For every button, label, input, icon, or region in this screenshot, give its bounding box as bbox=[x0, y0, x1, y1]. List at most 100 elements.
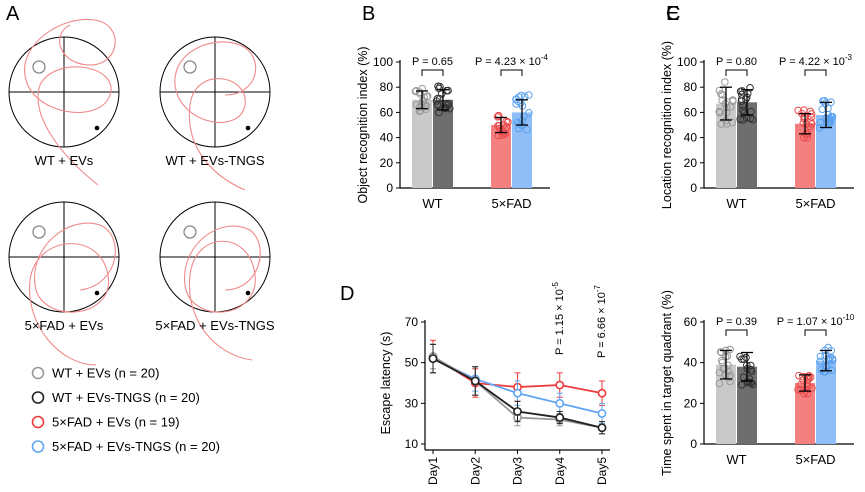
y-tick-label: 100 bbox=[373, 55, 393, 69]
data-point bbox=[517, 91, 526, 100]
y-tick-label: 40 bbox=[380, 131, 394, 145]
data-point bbox=[520, 112, 528, 121]
p-value-text: P = 1.15 × 10 bbox=[554, 289, 566, 355]
panel-e-time-in-quadrant-chart: E 0 20 40 60 Time spent in target quadrant (%… bbox=[660, 3, 855, 476]
p-value-text: P = 4.23 × 10 bbox=[475, 56, 541, 68]
platform-icon bbox=[183, 60, 197, 74]
p-value-exponent: -10 bbox=[843, 313, 855, 322]
y-axis-label: Location recognition index (%) bbox=[660, 41, 674, 209]
series-point bbox=[555, 413, 565, 422]
y-tick-label: 100 bbox=[677, 55, 697, 69]
significance-bracket bbox=[804, 329, 827, 336]
panel-letter: E bbox=[666, 3, 679, 25]
y-tick-label: 30 bbox=[405, 396, 419, 410]
bar bbox=[412, 99, 432, 188]
data-point bbox=[816, 357, 824, 366]
x-tick-label: Day5 bbox=[595, 457, 609, 485]
p-value-label: P = 0.39 bbox=[716, 316, 757, 328]
data-point bbox=[816, 352, 825, 361]
significance-bracket bbox=[421, 69, 444, 76]
data-point bbox=[820, 97, 829, 105]
p-value-label: P = 0.65 bbox=[412, 56, 453, 68]
p-value-text: P = 0.80 bbox=[716, 56, 757, 68]
panel-letter: C bbox=[666, 3, 680, 25]
x-group-label: 5×FAD bbox=[795, 196, 835, 211]
y-tick-label: 20 bbox=[684, 156, 698, 170]
data-point bbox=[524, 91, 533, 99]
x-group-label: 5×FAD bbox=[491, 196, 531, 211]
panel-letter: D bbox=[340, 283, 354, 305]
p-value-text: P = 0.39 bbox=[716, 316, 757, 328]
y-tick-label: 50 bbox=[405, 356, 419, 370]
data-point bbox=[715, 379, 724, 388]
p-value-label: P = 4.23 × 10-4 bbox=[475, 53, 549, 68]
series-point bbox=[555, 398, 565, 408]
data-point bbox=[824, 104, 832, 113]
bar bbox=[737, 102, 757, 188]
data-point bbox=[441, 104, 449, 113]
legend-marker bbox=[31, 415, 45, 429]
data-point bbox=[808, 384, 816, 392]
data-point bbox=[794, 385, 802, 394]
data-point bbox=[742, 353, 750, 362]
y-axis-label: Escape latency (s) bbox=[379, 332, 393, 435]
data-point bbox=[803, 379, 811, 388]
data-point bbox=[736, 115, 744, 124]
data-point bbox=[820, 367, 828, 376]
start-point bbox=[94, 125, 100, 131]
significance-bracket bbox=[725, 69, 748, 76]
legend-label: WT + EVs-TNGS (n = 20) bbox=[52, 390, 200, 405]
maze-label: WT + EVs-TNGS bbox=[165, 153, 264, 168]
maze-3: 5×FAD + EVs bbox=[8, 201, 120, 366]
p-value-label: P = 4.22 × 10-3 bbox=[779, 53, 853, 68]
y-tick-label: 80 bbox=[684, 80, 698, 94]
series-point bbox=[513, 407, 522, 416]
maze-2: WT + EVs-TNGS bbox=[159, 36, 271, 191]
y-tick-label: 80 bbox=[380, 80, 394, 94]
legend: WT + EVs (n = 20) WT + EVs-TNGS (n = 20) 5… bbox=[31, 366, 220, 454]
data-point bbox=[504, 118, 512, 126]
data-point bbox=[800, 389, 808, 398]
x-tick-label: Day1 bbox=[426, 457, 440, 485]
data-point bbox=[444, 99, 453, 108]
data-point bbox=[512, 100, 520, 108]
x-group-label: WT bbox=[726, 452, 746, 467]
data-point bbox=[715, 368, 724, 377]
data-point bbox=[715, 86, 724, 95]
y-tick-label: 70 bbox=[405, 315, 419, 329]
maze-4: 5×FAD + EVs-TNGS bbox=[155, 201, 275, 361]
y-axis-label: Object recognition index (%) bbox=[356, 46, 370, 203]
data-point bbox=[738, 87, 746, 95]
y-tick-label: 40 bbox=[684, 356, 698, 370]
data-point bbox=[435, 108, 443, 117]
x-tick-label: Day3 bbox=[511, 457, 525, 485]
data-point bbox=[749, 115, 757, 124]
y-tick-label: 60 bbox=[380, 105, 394, 119]
data-point bbox=[828, 112, 837, 121]
swim-path bbox=[29, 222, 116, 366]
y-tick-label: 0 bbox=[386, 181, 393, 195]
maze-label: 5×FAD + EVs bbox=[25, 318, 104, 333]
data-point bbox=[716, 348, 725, 356]
data-point bbox=[807, 113, 816, 121]
data-point bbox=[747, 379, 756, 387]
data-point bbox=[824, 354, 833, 363]
significance-bracket bbox=[804, 69, 827, 76]
maze-label: WT + EVs bbox=[35, 153, 94, 168]
maze-1: WT + EVs bbox=[8, 18, 120, 186]
data-point bbox=[737, 95, 746, 103]
data-point bbox=[728, 118, 737, 127]
p-value-exponent: -7 bbox=[593, 284, 602, 292]
series-point bbox=[470, 376, 480, 386]
data-point bbox=[717, 120, 726, 128]
x-tick-label: Day2 bbox=[468, 457, 482, 485]
y-tick-label: 10 bbox=[405, 437, 419, 451]
y-tick-label: 40 bbox=[684, 131, 698, 145]
start-point bbox=[94, 290, 100, 296]
p-value-text: P = 1.07 × 10 bbox=[777, 316, 843, 328]
p-value-label: P = 0.80 bbox=[716, 56, 757, 68]
series-point bbox=[597, 388, 607, 398]
data-point bbox=[828, 356, 837, 365]
